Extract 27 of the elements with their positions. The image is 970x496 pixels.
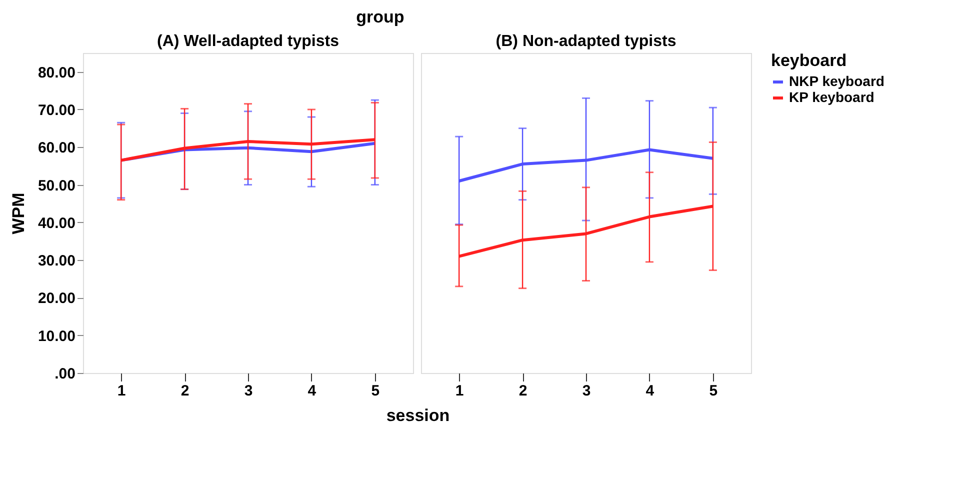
text: group <box>356 8 404 26</box>
x-tick-label: 1 <box>455 382 464 400</box>
y-tick-label: 20.00 <box>38 290 76 308</box>
x-tick-label: 1 <box>117 382 126 400</box>
x-tick-label: 2 <box>180 382 190 400</box>
y-axis-title: WPM <box>8 192 28 234</box>
x-tick-label: 3 <box>582 382 591 400</box>
legend-label: NKP keyboard <box>789 73 884 89</box>
y-tick-label: 10.00 <box>38 328 76 345</box>
x-tick-label: 3 <box>244 382 253 400</box>
y-tick-label: 30.00 <box>38 252 76 270</box>
x-tick-label: 2 <box>518 382 528 400</box>
x-tick-label: 4 <box>646 382 655 400</box>
x-axis-title: session <box>386 406 450 425</box>
chart-title: (A) Well-adapted typists <box>157 33 340 50</box>
y-tick-label: .00 <box>54 366 76 382</box>
legend-label: KP keyboard <box>789 89 874 105</box>
y-tick-label: 40.00 <box>38 214 76 232</box>
x-tick-label: 5 <box>371 382 380 400</box>
y-tick-label: 80.00 <box>38 64 76 82</box>
x-tick-label: 5 <box>709 382 718 400</box>
y-tick-label: 70.00 <box>38 102 76 119</box>
chart-title: (B) Non-adapted typists <box>496 33 676 50</box>
y-tick-label: 50.00 <box>38 177 76 194</box>
y-tick-label: 60.00 <box>38 140 76 157</box>
x-tick-label: 4 <box>308 382 317 400</box>
legend-title: keyboard <box>771 51 847 70</box>
